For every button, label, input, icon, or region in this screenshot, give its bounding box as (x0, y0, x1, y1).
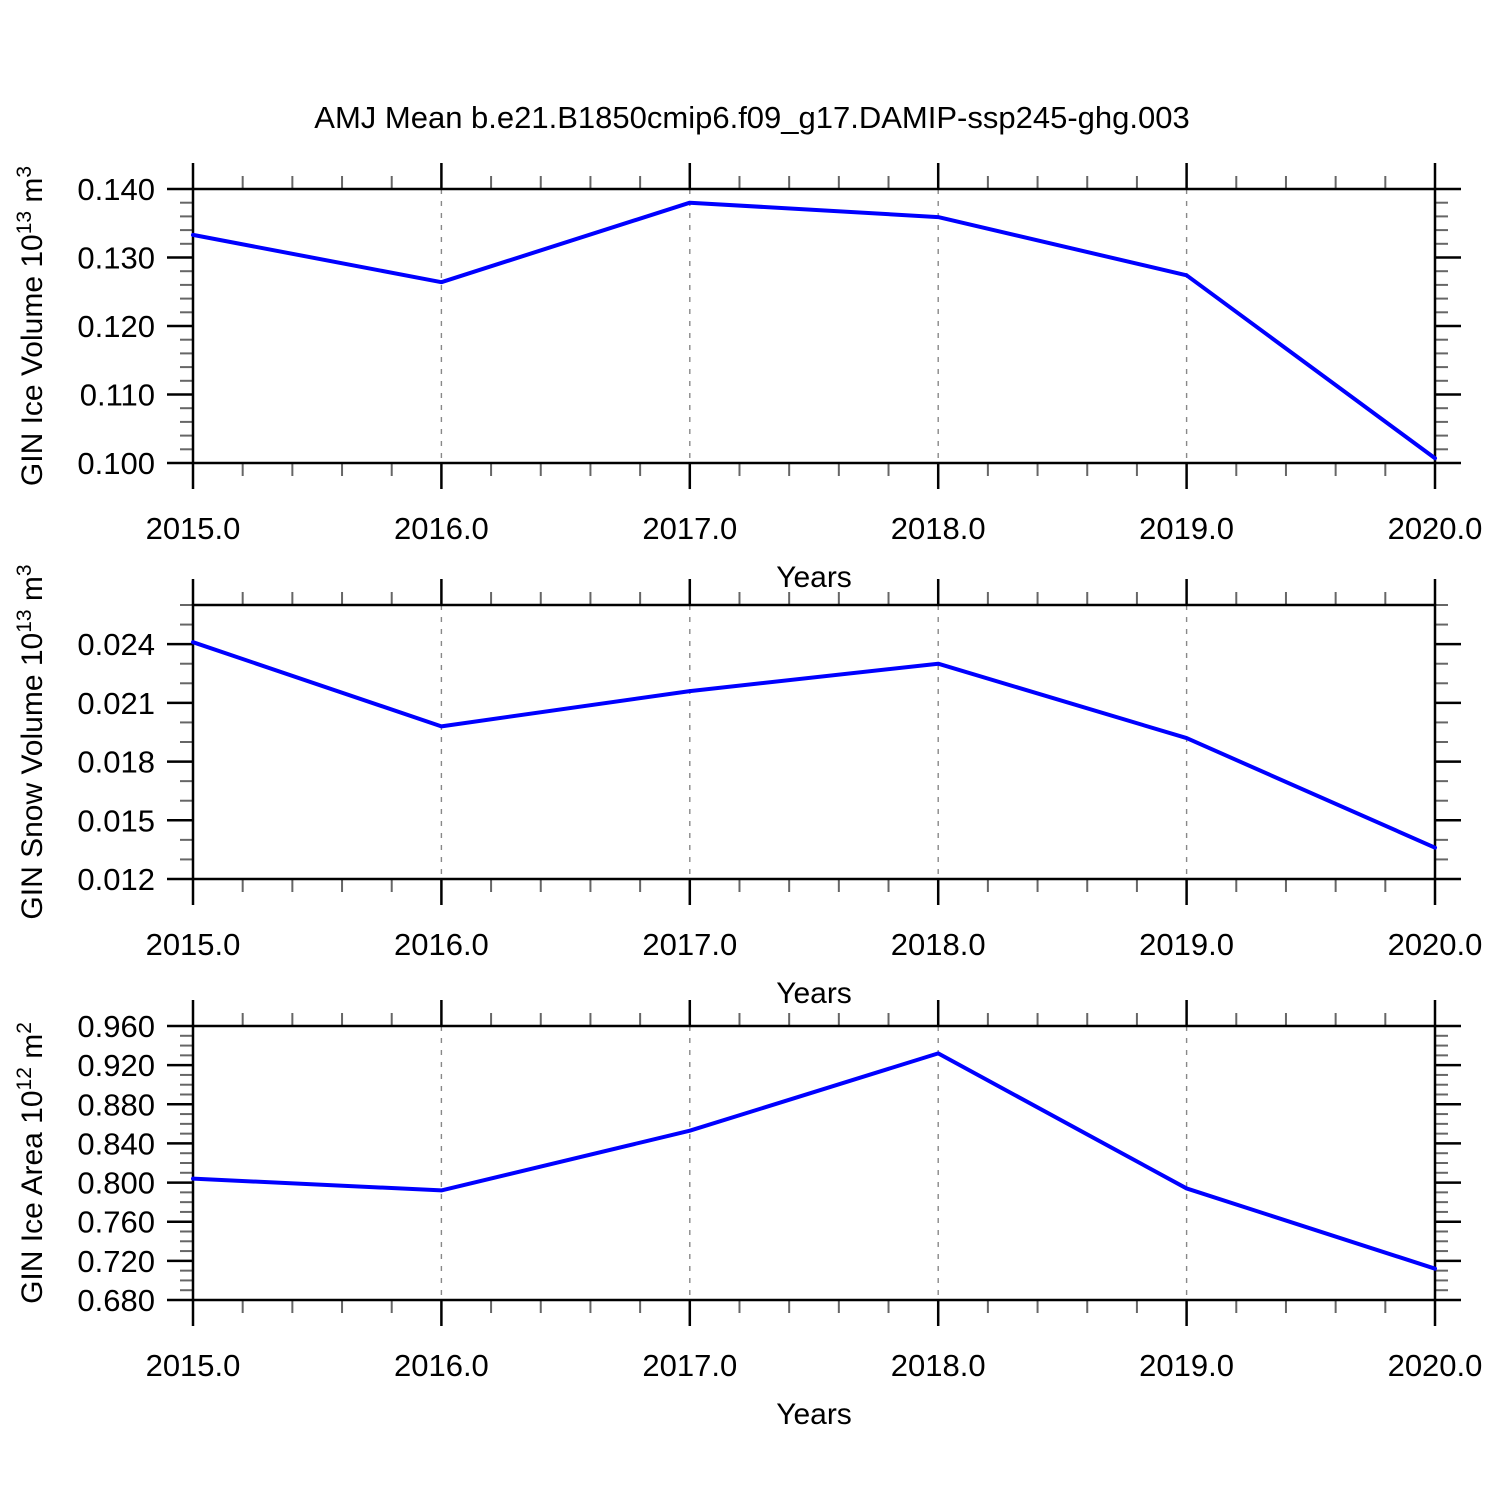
y-tick-label: 0.018 (77, 745, 155, 780)
y-tick-label: 0.840 (77, 1126, 155, 1161)
x-tick-label: 2020.0 (1388, 511, 1483, 546)
x-tick-label: 2017.0 (642, 1348, 737, 1383)
y-tick-label: 0.100 (77, 446, 155, 481)
x-tick-label: 2019.0 (1139, 1348, 1234, 1383)
y-axis-title: GIN Snow Volume 1013 m3 (13, 564, 49, 919)
data-line (191, 640, 1437, 850)
plot-border (191, 187, 1437, 465)
y-axis-title-part: GIN Ice Volume 10 (16, 234, 49, 486)
x-tick-label: 2016.0 (394, 511, 489, 546)
y-axis-title: GIN Ice Volume 1013 m3 (13, 166, 49, 486)
figure-title: AMJ Mean b.e21.B1850cmip6.f09_g17.DAMIP-… (314, 100, 1190, 135)
y-axis-title: GIN Ice Area 1012 m2 (13, 1022, 49, 1304)
data-line (191, 1051, 1437, 1271)
y-tick-label: 0.024 (77, 627, 155, 662)
y-axis-title-part: 13 (13, 609, 36, 632)
x-tick-label: 2019.0 (1139, 511, 1234, 546)
x-tick-label: 2016.0 (394, 1348, 489, 1383)
y-tick-label: 0.920 (77, 1048, 155, 1083)
x-axis-title: Years (776, 977, 852, 1010)
x-tick-label: 2015.0 (146, 511, 241, 546)
plot-border (191, 603, 1437, 881)
y-tick-label: 0.800 (77, 1166, 155, 1201)
y-axis-title-part: GIN Ice Area 10 (16, 1090, 49, 1303)
y-axis-title-part: m (16, 178, 49, 211)
y-axis-title-part: 13 (13, 211, 36, 234)
x-tick-label: 2017.0 (642, 927, 737, 962)
x-tick-label: 2018.0 (891, 1348, 986, 1383)
data-line (191, 200, 1437, 461)
y-tick-label: 0.015 (77, 803, 155, 838)
y-tick-label: 0.012 (77, 862, 155, 897)
x-tick-label: 2020.0 (1388, 1348, 1483, 1383)
x-tick-label: 2015.0 (146, 927, 241, 962)
chart-gin-ice-volume: 0.100 0.110 0.120 0.130 0.140 2015.0 2016.0 201… (13, 163, 1482, 594)
y-axis-title-part: 3 (13, 166, 36, 178)
x-tick-label: 2015.0 (146, 1348, 241, 1383)
y-tick-label: 0.680 (77, 1283, 155, 1318)
chart-gin-ice-area: 0.680 0.720 0.760 0.800 0.840 0.880 0.920 0.960… (13, 1000, 1482, 1431)
y-tick-label: 0.130 (77, 241, 155, 276)
y-axis-title-part: m (16, 1034, 49, 1067)
y-tick-label: 0.140 (77, 172, 155, 207)
y-axis-title-part: m (16, 576, 49, 609)
y-tick-label: 0.021 (77, 686, 155, 721)
y-tick-label: 0.110 (80, 378, 155, 413)
x-tick-label: 2020.0 (1388, 927, 1483, 962)
y-tick-label: 0.960 (77, 1009, 155, 1044)
y-axis-title-part: 2 (13, 1022, 36, 1034)
chart-gin-snow-volume: 0.012 0.015 0.018 0.021 0.024 2015.0 2016.0 201… (13, 564, 1482, 1010)
x-tick-label: 2017.0 (642, 511, 737, 546)
x-tick-label: 2016.0 (394, 927, 489, 962)
x-axis-title: Years (776, 561, 852, 594)
y-tick-label: 0.720 (77, 1244, 155, 1279)
y-axis-title-part: 12 (13, 1067, 36, 1090)
y-tick-label: 0.880 (77, 1087, 155, 1122)
y-tick-label: 0.120 (77, 309, 155, 344)
plot-border (191, 1024, 1437, 1302)
x-tick-label: 2018.0 (891, 511, 986, 546)
y-axis-title-part: 3 (13, 564, 36, 576)
y-tick-label: 0.760 (77, 1205, 155, 1240)
x-axis-title: Years (776, 1398, 852, 1431)
x-tick-label: 2018.0 (891, 927, 986, 962)
x-tick-label: 2019.0 (1139, 927, 1234, 962)
y-axis-title-part: GIN Snow Volume 10 (16, 633, 49, 920)
